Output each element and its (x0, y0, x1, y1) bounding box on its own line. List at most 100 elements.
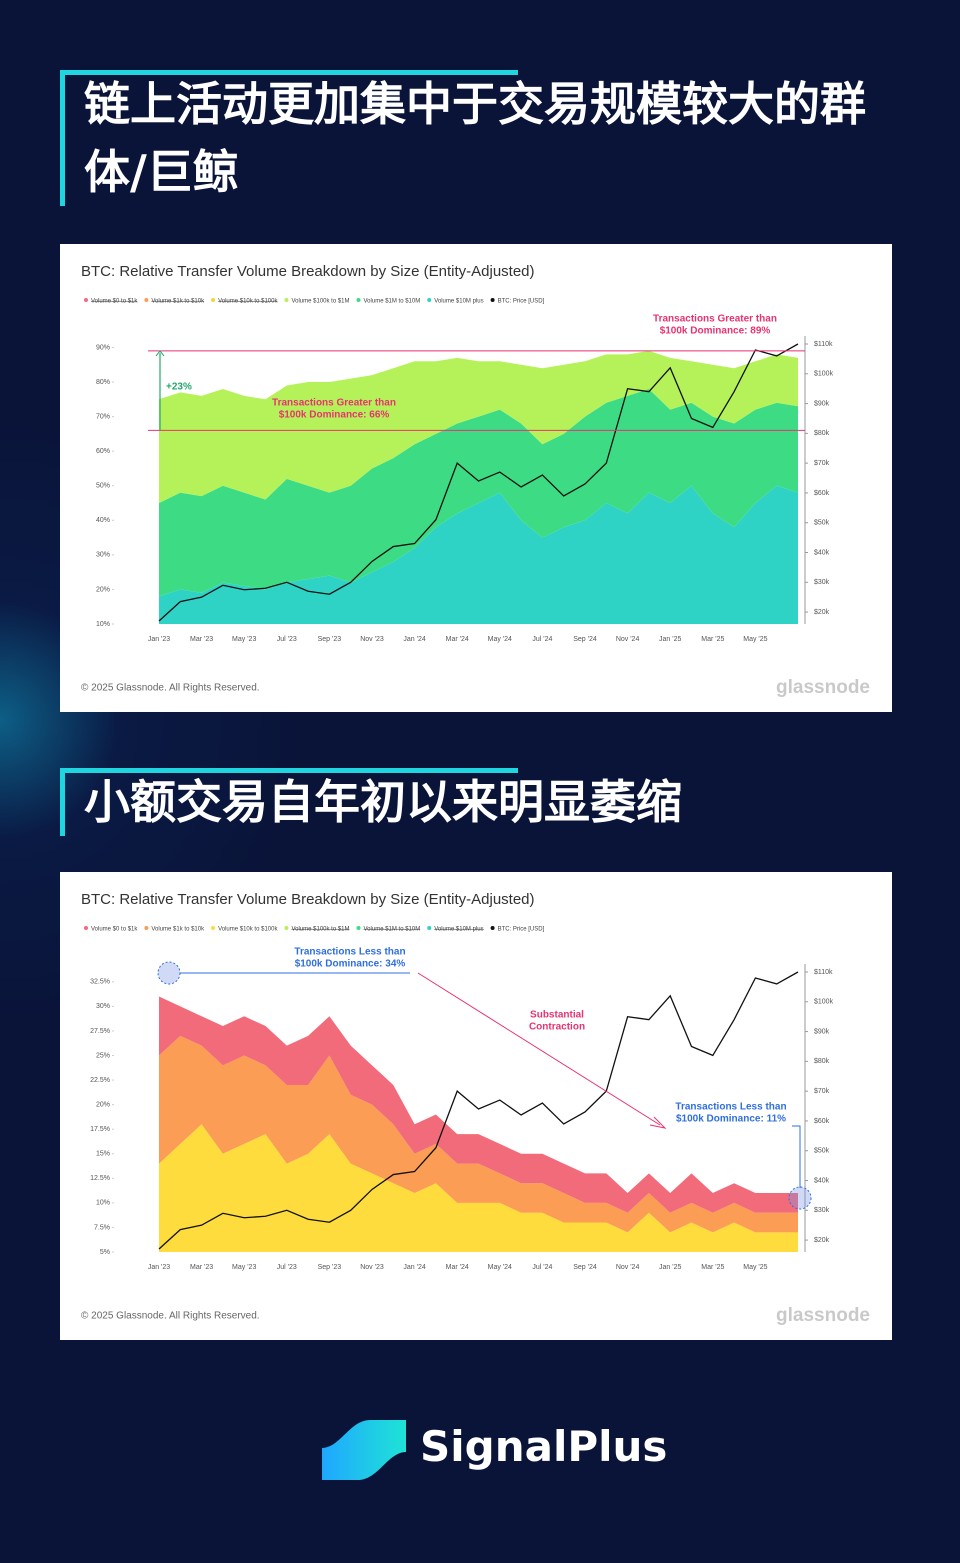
legend-label: Volume $10M plus (434, 927, 483, 933)
arrow-head (155, 350, 165, 357)
x-tick-label: Nov '24 (616, 1264, 640, 1271)
legend-label: BTC: Price [USD] (498, 299, 545, 305)
x-tick-label: Jan '24 (403, 1264, 425, 1271)
heading: 链上活动更加集中于交易规模较大的群体/巨鲸 (60, 70, 900, 206)
x-tick-label: Mar '24 (446, 1264, 469, 1271)
x-tick-label: Jul '24 (532, 1264, 552, 1271)
y-tick-label: 30% (96, 552, 110, 559)
annotation: +23% (166, 382, 192, 393)
legend-dot (84, 298, 88, 302)
x-tick-label: Sep '24 (573, 1264, 597, 1271)
legend-label: Volume $100k to $1M (291, 299, 349, 305)
highlight (788, 1186, 812, 1210)
legend-label: Volume $1k to $10k (151, 927, 205, 933)
y2-tick-label: $80k (814, 430, 830, 437)
x-tick-label: Sep '23 (318, 636, 342, 643)
legend-label: BTC: Price [USD] (498, 927, 545, 933)
legend-dot (490, 926, 495, 930)
x-tick-label: May '25 (743, 636, 767, 643)
x-tick-label: Mar '25 (701, 1264, 724, 1271)
x-tick-label: Mar '23 (190, 636, 213, 643)
y-tick-label: 30% (96, 1003, 110, 1010)
y2-tick-label: $100k (814, 999, 834, 1006)
x-tick-label: Mar '24 (446, 636, 469, 643)
annotation: Contraction (529, 1022, 585, 1033)
logo-shape (322, 1420, 406, 1480)
plot (159, 350, 798, 624)
y-tick-label: 15% (96, 1151, 110, 1158)
arrow (417, 972, 661, 1126)
area (159, 388, 798, 597)
y-tick-label: 22.5% (90, 1077, 110, 1084)
y2-tick-label: $20k (814, 1237, 830, 1244)
y2-tick-label: $40k (814, 549, 830, 556)
heading: 小额交易自年初以来明显萎缩 (60, 768, 900, 836)
legend-dot (427, 298, 432, 302)
x-tick-label: Sep '23 (318, 1264, 342, 1271)
y-tick-label: 10% (96, 1200, 110, 1207)
y2-tick-label: $50k (814, 520, 830, 527)
chart: BTC: Relative Transfer Volume Breakdown … (81, 891, 870, 1326)
legend-dot (144, 298, 149, 302)
x-tick-label: Jan '24 (403, 636, 425, 643)
y-tick-label: 80% (96, 379, 110, 386)
chart-title: BTC: Relative Transfer Volume Breakdown … (81, 891, 535, 908)
x-tick-label: May '23 (232, 636, 256, 643)
x-tick-label: Jan '25 (659, 636, 681, 643)
y2-tick-label: $90k (814, 1028, 830, 1035)
source: glassnode (776, 1305, 870, 1326)
y2-tick-label: $40k (814, 1177, 830, 1184)
legend-label: Volume $0 to $1k (91, 299, 138, 305)
y-tick-label: 17.5% (90, 1126, 110, 1133)
x-tick-label: May '24 (488, 636, 512, 643)
y2-tick-label: $30k (814, 579, 830, 586)
y2-tick-label: $70k (814, 460, 830, 467)
y-tick-label: 12.5% (90, 1175, 110, 1182)
x-tick-label: Mar '25 (701, 636, 724, 643)
y-tick-label: 40% (96, 517, 110, 524)
x-tick-label: Mar '23 (190, 1264, 213, 1271)
y2-tick-label: $20k (814, 609, 830, 616)
annotation: Transactions Greater than (653, 314, 777, 325)
y-tick-label: 60% (96, 448, 110, 455)
legend-dot (356, 298, 361, 302)
price-line (158, 971, 799, 1250)
chart-card: BTC: Relative Transfer Volume Breakdown … (60, 244, 892, 712)
area (159, 996, 798, 1213)
y-tick-label: 32.5% (90, 979, 110, 986)
y-tick-label: 27.5% (90, 1028, 110, 1035)
plot (159, 996, 798, 1252)
chart: BTC: Relative Transfer Volume Breakdown … (81, 263, 870, 698)
y-tick-label: 90% (96, 344, 110, 351)
legend-dot (284, 926, 289, 930)
legend-dot (84, 926, 88, 930)
price-line (158, 343, 799, 622)
x-tick-label: May '25 (743, 1264, 767, 1271)
source: glassnode (776, 677, 870, 698)
x-tick-label: Jul '24 (532, 636, 552, 643)
y2-tick-label: $90k (814, 400, 830, 407)
y2-tick-label: $110k (814, 341, 833, 348)
x-tick-label: Jul '23 (277, 636, 297, 643)
arrow-head (649, 1116, 667, 1129)
legend-dot (284, 298, 289, 302)
y2-tick-label: $60k (814, 490, 830, 497)
x-tick-label: May '24 (488, 1264, 512, 1271)
x-tick-label: Jan '23 (148, 1264, 170, 1271)
legend-dot (427, 926, 432, 930)
y-tick-label: 50% (96, 483, 110, 490)
y2-tick-label: $110k (814, 969, 833, 976)
legend-label: Volume $10k to $100k (218, 299, 278, 305)
x-tick-label: Nov '23 (360, 1264, 384, 1271)
copyright: © 2025 Glassnode. All Rights Reserved. (81, 1311, 260, 1322)
x-tick-label: Nov '23 (360, 636, 384, 643)
highlight (157, 961, 181, 985)
y2-tick-label: $70k (814, 1088, 830, 1095)
y-tick-label: 7.5% (94, 1224, 110, 1231)
y-tick-label: 20% (96, 1101, 110, 1108)
annotation: Transactions Less than (294, 947, 405, 958)
legend-label: Volume $1k to $10k (151, 299, 205, 305)
y2-tick-label: $100k (814, 371, 834, 378)
annotation: $100k Dominance: 11% (676, 1114, 786, 1125)
